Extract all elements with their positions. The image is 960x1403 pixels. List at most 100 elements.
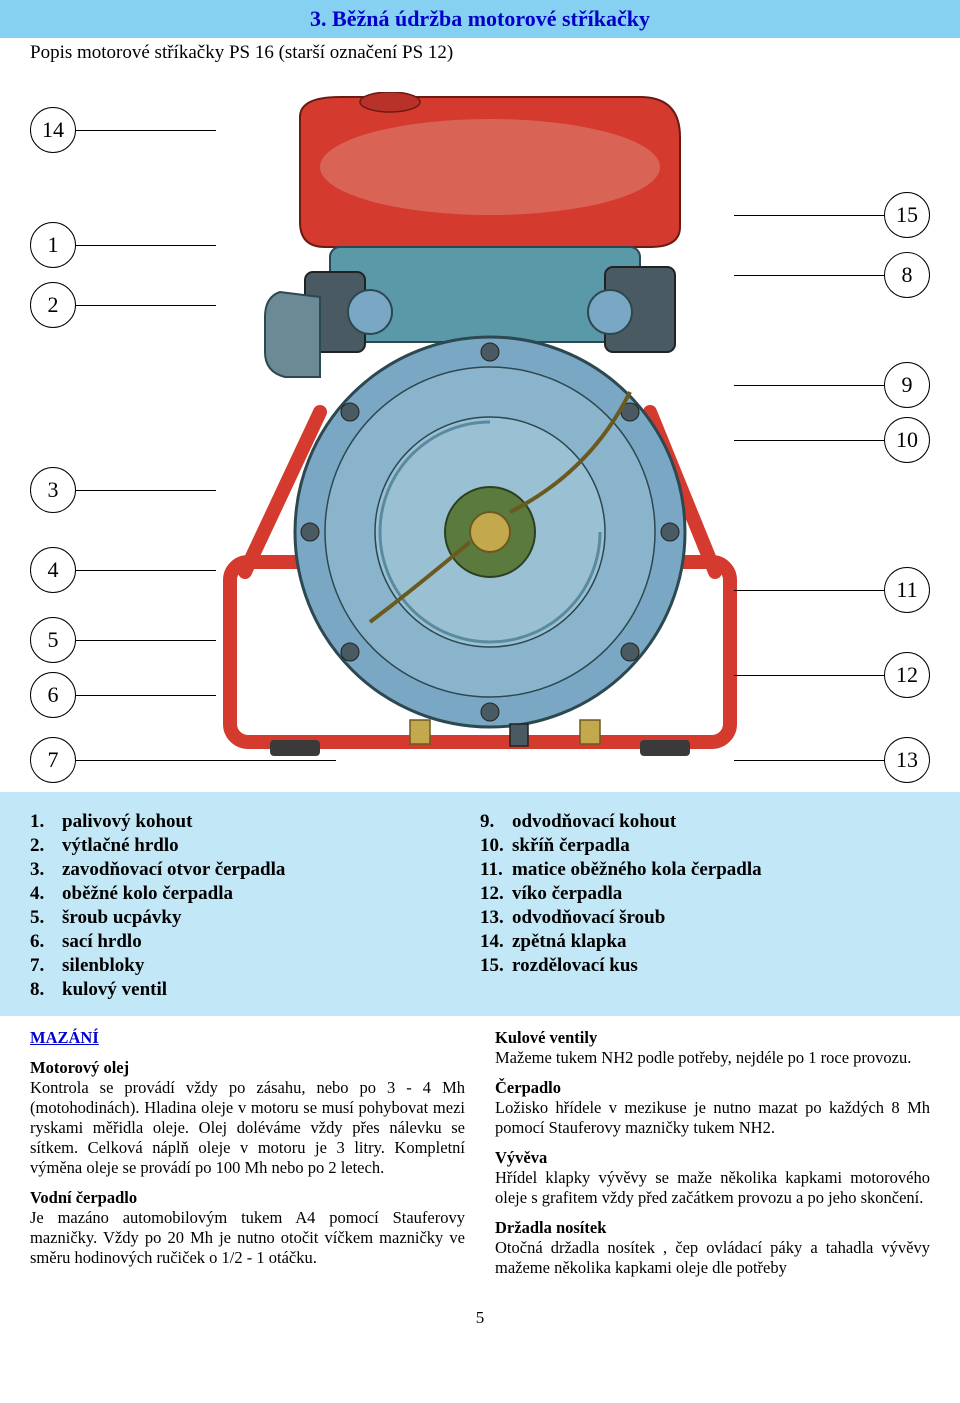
callout-lead — [76, 490, 216, 491]
callout-bubble: 12 — [884, 652, 930, 698]
vodni-cerpadlo-text: Je mazáno automobilovým tukem A4 pomocí … — [30, 1208, 465, 1267]
legend-label: výtlačné hrdlo — [62, 835, 179, 856]
drzadla-heading: Držadla nosítek — [495, 1218, 606, 1237]
legend-label: oběžné kolo čerpadla — [62, 883, 233, 904]
kulove-ventily-heading: Kulové ventily — [495, 1028, 597, 1047]
callout-10: 10 — [734, 417, 930, 463]
legend-number: 9. — [480, 811, 512, 833]
legend-item: 14.zpětná klapka — [480, 930, 930, 954]
legend-item: 1.palivový kohout — [30, 810, 480, 834]
callout-2: 2 — [30, 282, 216, 328]
legend-number: 2. — [30, 835, 62, 857]
callout-bubble: 14 — [30, 107, 76, 153]
callout-lead — [734, 440, 884, 441]
callout-4: 4 — [30, 547, 216, 593]
legend-label: skříň čerpadla — [512, 835, 630, 856]
motorovy-olej-heading: Motorový olej — [30, 1058, 129, 1077]
legend-number: 6. — [30, 931, 62, 953]
callout-11: 11 — [734, 567, 930, 613]
callout-bubble: 6 — [30, 672, 76, 718]
callout-lead — [76, 570, 216, 571]
legend-number: 13. — [480, 907, 512, 929]
legend-number: 1. — [30, 811, 62, 833]
callout-lead — [76, 760, 336, 761]
callout-6: 6 — [30, 672, 216, 718]
legend-label: palivový kohout — [62, 811, 192, 832]
engine-diagram: 141234567 158910111213 — [0, 72, 960, 792]
legend-item: 10.skříň čerpadla — [480, 834, 930, 858]
legend-item: 2.výtlačné hrdlo — [30, 834, 480, 858]
legend-item: 3.zavodňovací otvor čerpadla — [30, 858, 480, 882]
legend-item: 8.kulový ventil — [30, 978, 480, 1002]
vyveva-text: Hřídel klapky vývěvy se maže několika ka… — [495, 1168, 930, 1207]
legend-item: 6.sací hrdlo — [30, 930, 480, 954]
callout-bubble: 2 — [30, 282, 76, 328]
subtitle: Popis motorové stříkačky PS 16 (starší o… — [0, 38, 960, 72]
legend-number: 11. — [480, 859, 512, 881]
callout-lead — [734, 385, 884, 386]
legend-band: 1.palivový kohout2.výtlačné hrdlo3.zavod… — [0, 792, 960, 1016]
legend-label: šroub ucpávky — [62, 907, 182, 928]
page-title-bar: 3. Běžná údržba motorové stříkačky — [0, 0, 960, 38]
legend-item: 5.šroub ucpávky — [30, 906, 480, 930]
callout-bubble: 10 — [884, 417, 930, 463]
legend-number: 10. — [480, 835, 512, 857]
page-number: 5 — [0, 1308, 960, 1338]
cerpadlo-heading: Čerpadlo — [495, 1078, 561, 1097]
legend-label: odvodňovací kohout — [512, 811, 676, 832]
legend-right-column: 9.odvodňovací kohout10.skříň čerpadla11.… — [480, 810, 930, 1002]
legend-label: rozdělovací kus — [512, 955, 638, 976]
mazani-heading: MAZÁNÍ — [30, 1028, 465, 1048]
legend-item: 11.matice oběžného kola čerpadla — [480, 858, 930, 882]
callout-13: 13 — [734, 737, 930, 783]
motorovy-olej-text: Kontrola se provádí vždy po zásahu, nebo… — [30, 1078, 465, 1177]
vyveva-heading: Vývěva — [495, 1148, 547, 1167]
callout-bubble: 15 — [884, 192, 930, 238]
page-title: 3. Běžná údržba motorové stříkačky — [310, 6, 650, 31]
legend-label: sací hrdlo — [62, 931, 142, 952]
legend-left-column: 1.palivový kohout2.výtlačné hrdlo3.zavod… — [30, 810, 480, 1002]
legend-item: 15.rozdělovací kus — [480, 954, 930, 978]
drzadla-text: Otočná držadla nosítek , čep ovládací pá… — [495, 1238, 930, 1277]
callout-lead — [734, 675, 884, 676]
callout-bubble: 3 — [30, 467, 76, 513]
callout-bubble: 8 — [884, 252, 930, 298]
legend-number: 7. — [30, 955, 62, 977]
maintenance-text: MAZÁNÍ Motorový olej Kontrola se provádí… — [0, 1016, 960, 1308]
legend-item: 12.víko čerpadla — [480, 882, 930, 906]
legend-label: víko čerpadla — [512, 883, 622, 904]
legend-number: 8. — [30, 979, 62, 1001]
callout-7: 7 — [30, 737, 336, 783]
legend-item: 4.oběžné kolo čerpadla — [30, 882, 480, 906]
legend-number: 4. — [30, 883, 62, 905]
callout-lead — [76, 695, 216, 696]
callout-lead — [734, 590, 884, 591]
callout-5: 5 — [30, 617, 216, 663]
legend-number: 15. — [480, 955, 512, 977]
callout-9: 9 — [734, 362, 930, 408]
legend-label: matice oběžného kola čerpadla — [512, 859, 762, 880]
callout-bubble: 5 — [30, 617, 76, 663]
callout-lead — [76, 245, 216, 246]
cerpadlo-text: Ložisko hřídele v mezikuse je nutno maza… — [495, 1098, 930, 1137]
kulove-ventily-text: Mažeme tukem NH2 podle potřeby, nejdéle … — [495, 1048, 911, 1067]
callout-bubble: 7 — [30, 737, 76, 783]
callout-bubble: 1 — [30, 222, 76, 268]
callout-lead — [76, 130, 216, 131]
legend-label: silenbloky — [62, 955, 144, 976]
callout-lead — [734, 760, 884, 761]
text-right-column: Kulové ventily Mažeme tukem NH2 podle po… — [495, 1028, 930, 1288]
legend-number: 12. — [480, 883, 512, 905]
legend-item: 9.odvodňovací kohout — [480, 810, 930, 834]
callout-bubble: 11 — [884, 567, 930, 613]
legend-number: 3. — [30, 859, 62, 881]
legend-number: 14. — [480, 931, 512, 953]
callout-lead — [76, 640, 216, 641]
legend-label: odvodňovací šroub — [512, 907, 665, 928]
callout-bubble: 9 — [884, 362, 930, 408]
callout-bubble: 13 — [884, 737, 930, 783]
callout-8: 8 — [734, 252, 930, 298]
callout-lead — [734, 275, 884, 276]
callout-bubble: 4 — [30, 547, 76, 593]
legend-item: 13.odvodňovací šroub — [480, 906, 930, 930]
